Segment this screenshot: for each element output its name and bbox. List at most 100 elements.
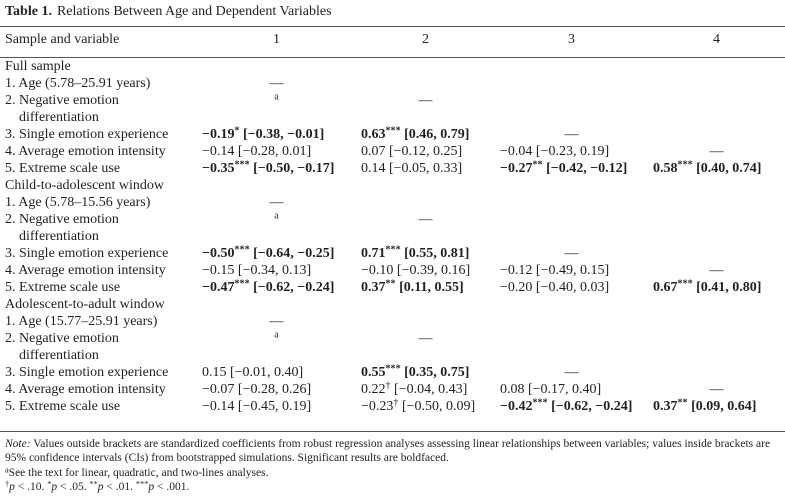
value-cell: −0.14 [−0.45, 0.19] <box>197 398 356 415</box>
section-row: Adolescent-to-adult window <box>0 296 785 313</box>
confidence-interval: [−0.28, 0.26] <box>237 382 312 397</box>
row-label: 5. Extreme scale use <box>5 399 121 414</box>
value-cell: −0.47*** [−0.62, −0.24] <box>197 279 356 296</box>
row-label: 3. Single emotion experience <box>5 365 169 380</box>
value-cell: 0.63*** [0.46, 0.79] <box>356 126 495 143</box>
column-header-1: 1 <box>197 27 356 58</box>
value-cell: −0.19* [−0.38, −0.01] <box>197 126 356 143</box>
significance-legend-item: †p < .10. <box>5 479 45 493</box>
confidence-interval: [−0.12, 0.25] <box>389 144 463 159</box>
coefficient: −0.04 <box>500 144 533 159</box>
coefficient: 0.55 <box>361 365 386 380</box>
legend-condition: < .10. <box>17 480 45 493</box>
column-header-3: 3 <box>495 27 648 58</box>
column-header-2: 2 <box>356 27 495 58</box>
significance-marker: *** <box>385 363 401 375</box>
value-cell: 0.67*** [0.41, 0.80] <box>648 279 785 296</box>
table-row: 1. Age (15.77–25.91 years) — <box>0 313 785 330</box>
row-label: 1. Age (5.78–15.56 years) <box>5 195 151 210</box>
row-label: 5. Extreme scale use <box>5 280 121 295</box>
confidence-interval: [−0.01, 0.40] <box>230 365 304 380</box>
coefficient: 0.37 <box>653 399 678 414</box>
value-cell: −0.15 [−0.34, 0.13] <box>197 262 356 279</box>
row-label: 4. Average emotion intensity <box>5 382 166 397</box>
column-header-4: 4 <box>648 27 785 58</box>
legend-symbol: † <box>5 479 10 489</box>
coefficient: 0.58 <box>653 161 678 176</box>
footnote: aSee the text for linear, quadratic, and… <box>5 464 780 480</box>
confidence-interval: [−0.64, −0.25] <box>253 246 335 261</box>
row-label: 1. Age (5.78–25.91 years) <box>5 76 151 91</box>
table-row: 2. Negative emotion differentiation a — <box>0 92 785 126</box>
general-note: Note: Values outside brackets are standa… <box>5 437 780 466</box>
coefficient: −0.50 <box>202 246 235 261</box>
diagonal-dash: — <box>269 314 284 329</box>
legend-variable: p <box>51 480 58 493</box>
coefficient: 0.15 <box>202 365 227 380</box>
diagonal-dash: — <box>709 144 724 159</box>
table-caption: Table 1. Relations Between Age and Depend… <box>0 0 785 27</box>
empty-cell <box>356 75 495 92</box>
confidence-interval: [0.41, 0.80] <box>696 280 762 295</box>
header-row: Sample and variable 1 2 3 4 <box>0 27 785 58</box>
coefficient: −0.14 <box>202 144 235 159</box>
significance-marker: *** <box>234 244 250 256</box>
confidence-interval: [0.40, 0.74] <box>696 161 762 176</box>
table-row: 3. Single emotion experience 0.15 [−0.01,… <box>0 364 785 381</box>
empty-cell <box>648 330 785 364</box>
legend-symbol: ** <box>89 479 98 489</box>
empty-cell <box>648 364 785 381</box>
confidence-interval: [−0.40, 0.03] <box>535 280 610 295</box>
results-table: Sample and variable 1 2 3 4 Full sample 1… <box>0 27 785 415</box>
value-cell: 0.55*** [0.35, 0.75] <box>356 364 495 381</box>
significance-marker: *** <box>385 125 401 137</box>
legend-condition: < .001. <box>156 480 190 493</box>
legend-symbol: * <box>47 479 52 489</box>
value-cell: 0.37** [0.11, 0.55] <box>356 279 495 296</box>
footnote-marker: a <box>274 91 279 103</box>
table-row: 5. Extreme scale use −0.35*** [−0.50, −0.… <box>0 160 785 177</box>
table-row: 3. Single emotion experience −0.19* [−0.3… <box>0 126 785 143</box>
table-notes: Note: Values outside brackets are standa… <box>0 432 785 494</box>
row-label: 3. Single emotion experience <box>5 246 169 261</box>
value-cell: 0.58*** [0.40, 0.74] <box>648 160 785 177</box>
legend-variable: p <box>148 480 155 493</box>
confidence-interval: [0.46, 0.79] <box>404 127 470 142</box>
value-cell: 0.07 [−0.12, 0.25] <box>356 143 495 160</box>
legend-variable: p <box>9 480 15 493</box>
confidence-interval: [0.11, 0.55] <box>399 280 464 295</box>
table-number: Table 1. <box>5 4 52 19</box>
row-label: 1. Age (15.77–25.91 years) <box>5 314 158 329</box>
confidence-interval: [−0.39, 0.16] <box>396 263 471 278</box>
coefficient: 0.71 <box>361 246 386 261</box>
legend-symbol: *** <box>135 479 149 489</box>
coefficient: 0.22 <box>361 382 386 397</box>
table-row: 4. Average emotion intensity −0.07 [−0.28… <box>0 381 785 398</box>
footnote-marker: a <box>274 329 279 341</box>
coefficient: 0.67 <box>653 280 678 295</box>
empty-cell <box>495 92 648 126</box>
coefficient: −0.47 <box>202 280 235 295</box>
section-row: Child-to-adolescent window <box>0 177 785 194</box>
footnote-cell: a <box>197 330 356 364</box>
confidence-interval: [−0.28, 0.01] <box>237 144 312 159</box>
footnote-marker: a <box>274 210 279 222</box>
confidence-interval: [−0.42, −0.12] <box>546 161 628 176</box>
value-cell: −0.27** [−0.42, −0.12] <box>495 160 648 177</box>
diagonal-dash: — <box>709 263 724 278</box>
empty-cell <box>648 313 785 330</box>
confidence-interval: [0.35, 0.75] <box>404 365 470 380</box>
value-cell: 0.22† [−0.04, 0.43] <box>356 381 495 398</box>
footnote-marker: a <box>5 464 9 474</box>
coefficient: 0.08 <box>500 382 525 397</box>
row-label: 2. Negative emotion differentiation <box>5 212 119 244</box>
empty-cell <box>648 194 785 211</box>
confidence-interval: [−0.34, 0.13] <box>237 263 312 278</box>
value-cell: −0.20 [−0.40, 0.03] <box>495 279 648 296</box>
empty-cell <box>648 126 785 143</box>
significance-legend-item: ***p < .001. <box>135 479 190 493</box>
empty-cell <box>356 194 495 211</box>
legend-condition: < .05. <box>60 480 87 493</box>
section-title: Child-to-adolescent window <box>5 178 165 193</box>
significance-marker: *** <box>677 159 693 171</box>
